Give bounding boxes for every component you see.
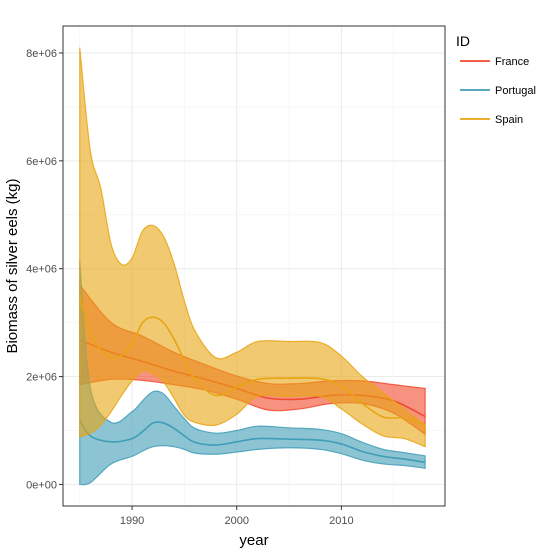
y-axis-title: Biomass of silver eels (kg) <box>4 178 21 353</box>
ribbon-portugal <box>79 260 426 486</box>
legend-label-france: France <box>495 56 529 68</box>
y-tick-label: 0e+00 <box>26 479 57 491</box>
axes: 0e+00 2e+06 4e+06 6e+06 8e+06 1990 2000 2010 <box>26 48 354 527</box>
y-tick-label: 6e+06 <box>26 156 57 168</box>
x-axis-title: year <box>239 532 268 549</box>
x-tick-label: 1990 <box>120 515 144 527</box>
y-tick-label: 8e+06 <box>26 48 57 60</box>
legend-label-spain: Spain <box>495 114 523 126</box>
y-tick-label: 4e+06 <box>26 264 57 276</box>
median-line-portugal <box>79 419 426 464</box>
x-tick-label: 2000 <box>224 515 248 527</box>
series-layer <box>78 47 426 486</box>
median-line-spain <box>78 295 426 426</box>
legend: ID France Portugal Spain <box>456 33 536 126</box>
grid <box>63 26 445 506</box>
y-tick-label: 2e+06 <box>26 372 57 384</box>
legend-title: ID <box>456 33 470 49</box>
panel-border <box>62 25 446 507</box>
x-tick-label: 2010 <box>329 515 353 527</box>
legend-label-portugal: Portugal <box>495 85 536 97</box>
